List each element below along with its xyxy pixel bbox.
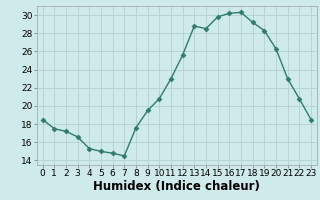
X-axis label: Humidex (Indice chaleur): Humidex (Indice chaleur) — [93, 180, 260, 193]
